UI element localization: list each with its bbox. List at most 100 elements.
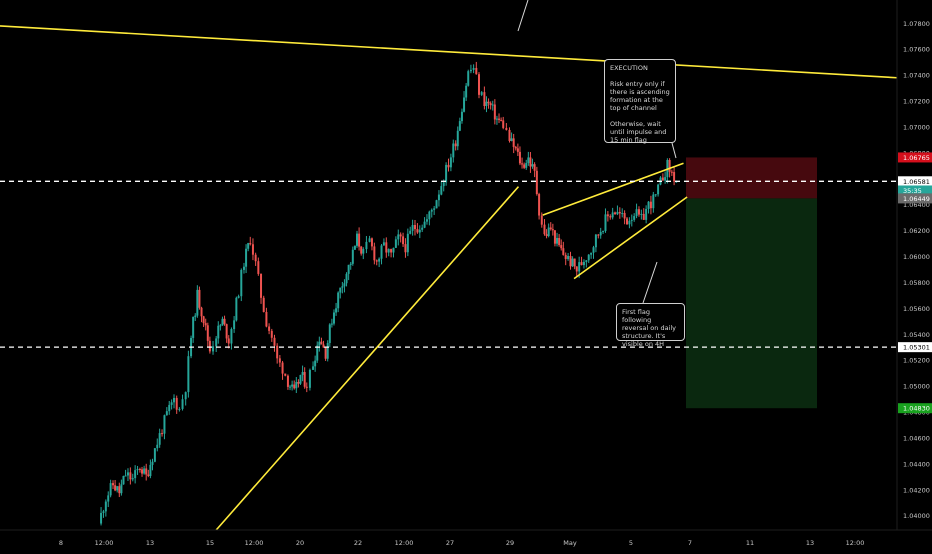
candle [206, 325, 209, 341]
candle [116, 486, 119, 491]
candle [107, 495, 110, 502]
candle [341, 286, 344, 288]
trend-line-3 [542, 162, 684, 216]
candle [260, 273, 263, 298]
candle [124, 475, 127, 477]
candle [326, 343, 329, 359]
candle [273, 337, 276, 346]
candle [251, 244, 254, 255]
time-tick: 7 [688, 539, 692, 547]
candle [345, 273, 348, 284]
candle [540, 215, 543, 225]
candle [353, 245, 356, 250]
candle [305, 386, 308, 388]
candle [525, 162, 528, 168]
candle [138, 469, 141, 471]
candle [351, 249, 354, 264]
candle [573, 258, 576, 267]
candle [594, 234, 597, 248]
trend-lines[interactable] [0, 25, 898, 531]
execution-note[interactable]: EXECUTION Risk entry only if there is as… [604, 59, 676, 144]
first-flag-note[interactable]: First flag following reversal on daily s… [616, 303, 685, 348]
horizontal-lines[interactable] [0, 180, 897, 348]
candle [409, 230, 412, 234]
price-tick: 1.05400 [903, 331, 930, 339]
candle [609, 216, 612, 218]
candle [316, 345, 319, 361]
candle [339, 287, 342, 293]
price-tick: 1.07000 [903, 123, 930, 131]
candle [375, 260, 378, 262]
candle [314, 360, 317, 367]
candle [404, 244, 407, 253]
candle [452, 143, 455, 158]
candle [382, 242, 385, 246]
candle [508, 129, 511, 141]
candle [495, 118, 498, 120]
candle [141, 469, 144, 474]
price-tick: 1.07200 [903, 98, 930, 106]
price-label-bg [898, 193, 932, 204]
note-pointer-2 [671, 142, 677, 159]
candle [621, 213, 624, 215]
candle [556, 238, 559, 244]
price-axis[interactable]: 1.078001.076001.074001.072001.070001.068… [896, 0, 932, 530]
candle [523, 164, 526, 168]
candle [365, 241, 368, 250]
candle [328, 324, 331, 344]
candle [181, 399, 184, 409]
candle [442, 182, 445, 187]
candle [112, 483, 115, 486]
candle [284, 373, 287, 376]
candle [247, 243, 250, 249]
candle [378, 258, 381, 262]
candle [637, 209, 640, 215]
candle [425, 219, 428, 222]
candle [562, 248, 565, 255]
candle [500, 119, 503, 121]
candle [652, 194, 655, 209]
candle [158, 433, 161, 445]
candle [129, 472, 132, 480]
candle [531, 164, 534, 167]
time-tick: 13 [806, 539, 814, 547]
candle [645, 208, 648, 220]
price-tick: 1.06400 [903, 201, 930, 209]
time-tick: 5 [629, 539, 633, 547]
price-label-bg [898, 403, 932, 414]
candle [173, 397, 176, 403]
candle [512, 138, 515, 147]
candle [611, 212, 614, 218]
candle [299, 374, 302, 384]
execution-note-title: EXECUTION [610, 64, 648, 72]
candle [567, 255, 570, 260]
candle [122, 475, 125, 485]
candle [276, 345, 279, 359]
candle [281, 362, 284, 374]
candle [430, 209, 433, 212]
candle [597, 234, 600, 236]
price-label: 1.06449 [903, 195, 930, 203]
candle [257, 261, 260, 274]
price-label: 35:35 [903, 187, 922, 195]
trend-line-2 [215, 186, 520, 531]
candle [505, 127, 508, 130]
time-axis[interactable]: 8 12:00 13 15 12:00 20 22 12:00 27 29 May 5 7 11 13 12:… [0, 529, 932, 547]
candle [114, 485, 117, 491]
candle [358, 233, 361, 247]
execution-note-line2: Otherwise, wait until impulse and 15 min… [610, 120, 667, 144]
time-tick: 13 [146, 539, 154, 547]
candle [254, 254, 257, 262]
price-tick: 1.04200 [903, 486, 930, 494]
candle [104, 501, 107, 512]
candle [392, 247, 395, 253]
candle [223, 318, 226, 325]
candle [194, 315, 197, 317]
candle [673, 172, 676, 182]
price-tick: 1.04600 [903, 434, 930, 442]
candle [308, 369, 311, 388]
candle [640, 213, 643, 215]
candle [564, 254, 567, 260]
candle [543, 224, 546, 235]
